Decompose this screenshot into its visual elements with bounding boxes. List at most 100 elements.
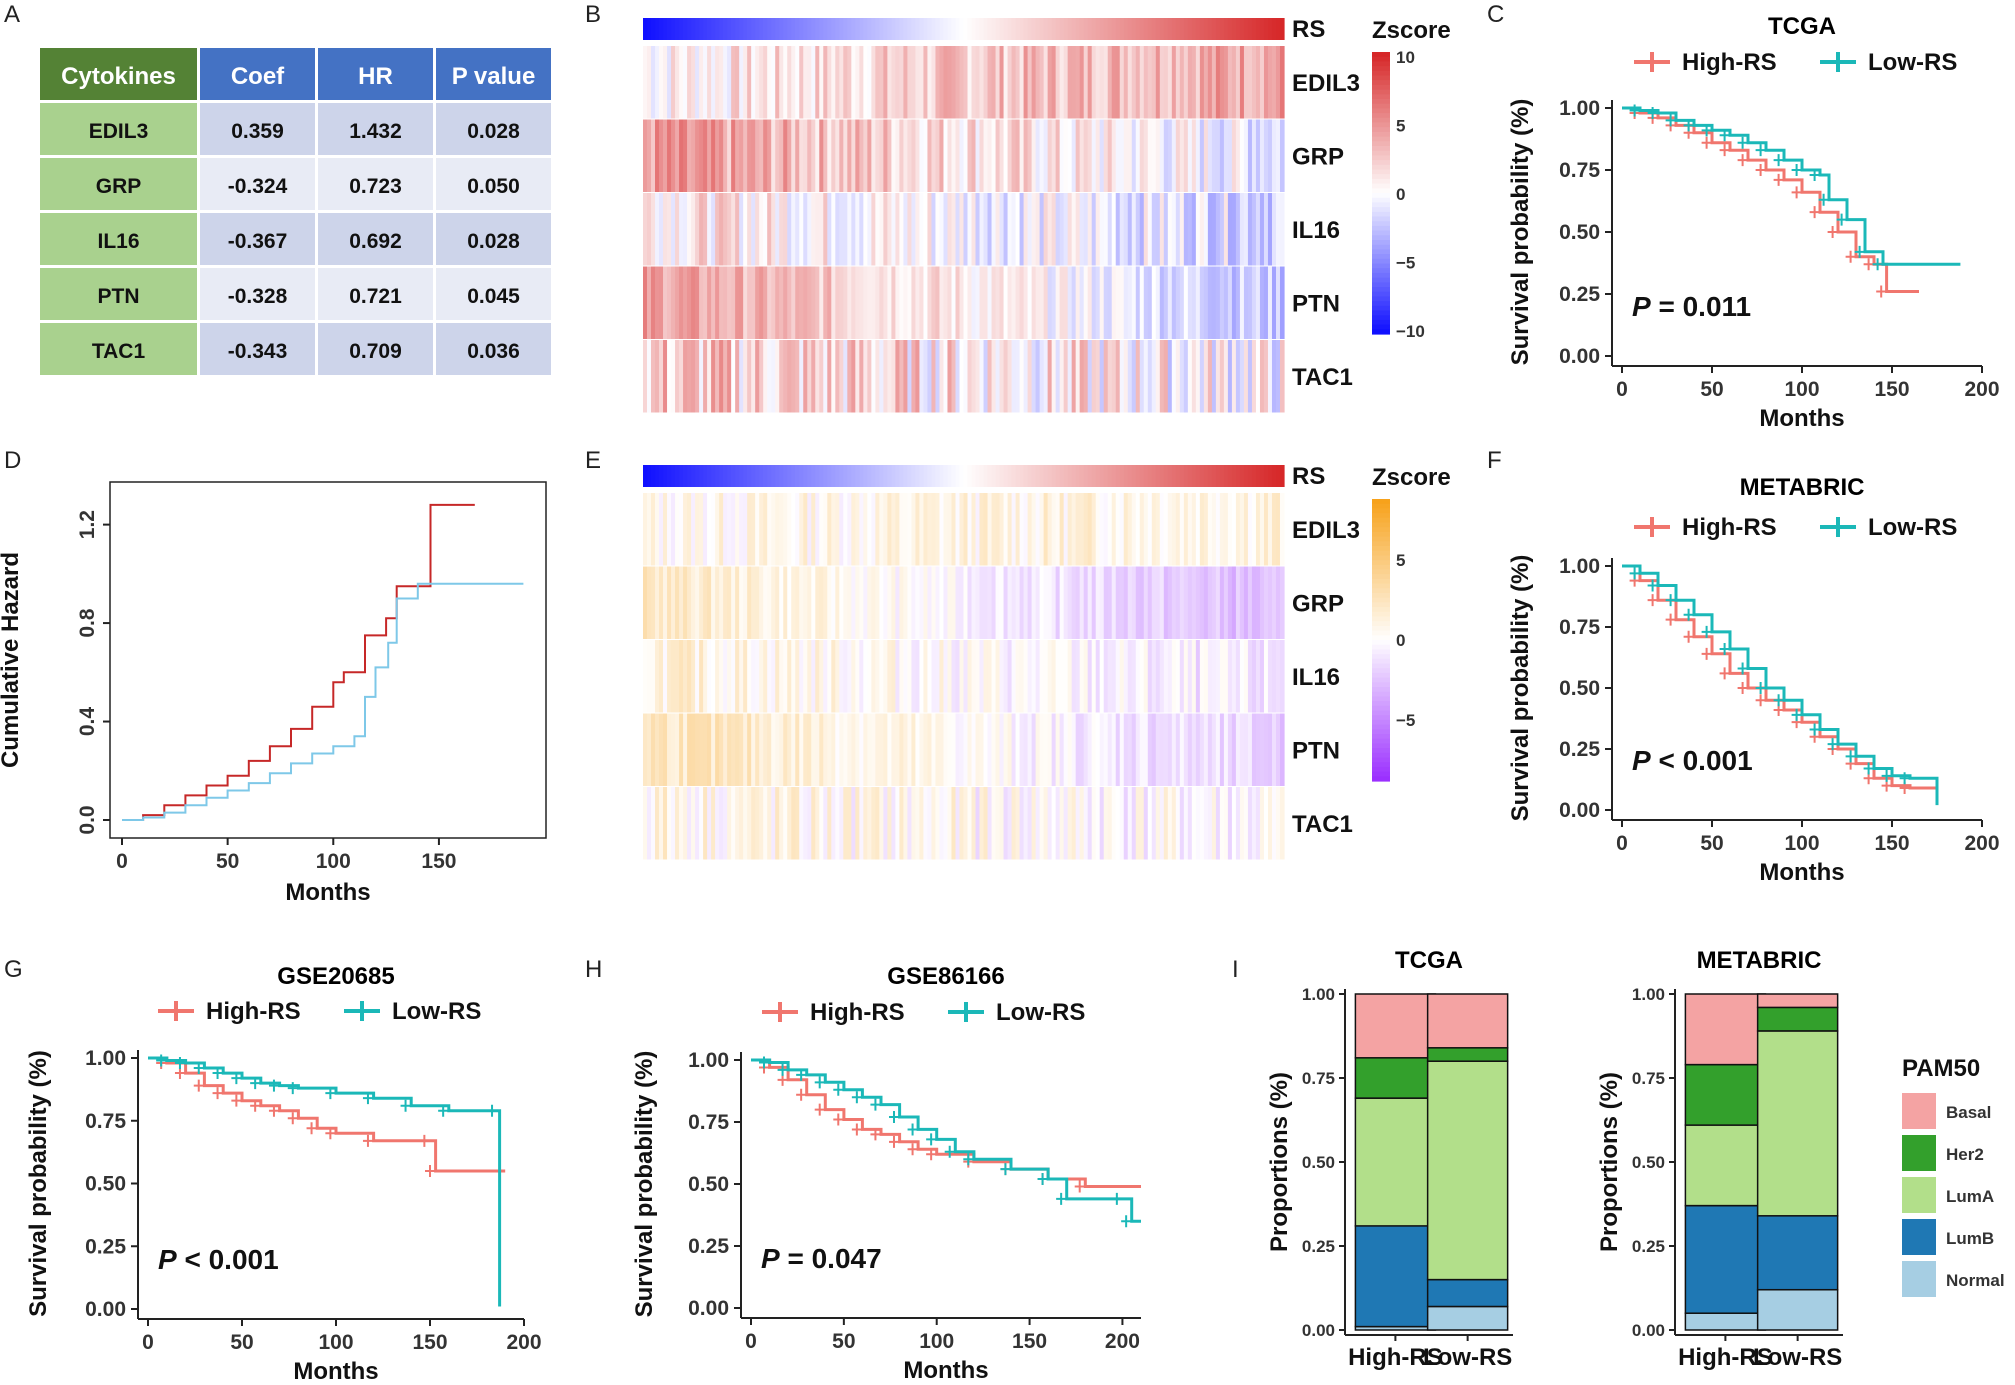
heatmap-cell xyxy=(859,566,864,639)
heatmap-cell xyxy=(967,640,973,713)
heatmap-cell xyxy=(1203,119,1209,192)
heatmap-cell xyxy=(991,266,997,339)
heatmap-cell xyxy=(847,340,852,413)
heatmap-cell xyxy=(883,340,888,413)
heatmap-cell xyxy=(711,340,716,413)
rs-gradient-cell xyxy=(679,18,684,40)
rs-gradient-cell xyxy=(919,18,925,40)
heatmap-cell xyxy=(1251,340,1257,413)
heatmap-cell xyxy=(1087,46,1093,119)
heatmap-cell xyxy=(847,119,852,192)
rs-gradient-cell xyxy=(899,18,905,40)
heatmap-cell xyxy=(1043,640,1049,713)
censor-mark xyxy=(926,1148,937,1161)
heatmap-cell xyxy=(819,713,824,786)
heatmap-cell xyxy=(751,340,756,413)
y-axis-label: Survival probability (%) xyxy=(631,1051,658,1318)
heatmap-cell xyxy=(1243,46,1249,119)
heatmap-cell xyxy=(1155,493,1161,566)
heatmap-cell xyxy=(715,119,720,192)
heatmap-cell xyxy=(999,266,1005,339)
heatmap-cell xyxy=(983,566,989,639)
table-cell-text: -0.367 xyxy=(228,230,288,253)
heatmap-cell xyxy=(899,566,905,639)
heatmap-cell xyxy=(867,787,872,860)
heatmap-cell xyxy=(719,566,724,639)
zscore-legend-cell xyxy=(1372,546,1390,552)
heatmap-cell xyxy=(803,119,808,192)
heatmap-cell xyxy=(1067,713,1073,786)
legend-label: Low-RS xyxy=(1868,514,1957,541)
heatmap-cell xyxy=(1135,493,1141,566)
heatmap-cell xyxy=(735,566,740,639)
heatmap-cell xyxy=(863,640,868,713)
heatmap-cell xyxy=(823,493,828,566)
heatmap-cell xyxy=(1087,340,1093,413)
heatmap-cell xyxy=(1231,566,1237,639)
heatmap-cell xyxy=(907,193,913,266)
heatmap-cell xyxy=(775,119,780,192)
heatmap-cell xyxy=(1223,787,1229,860)
rs-gradient-cell xyxy=(1235,465,1241,487)
rs-gradient-cell xyxy=(1267,18,1273,40)
heatmap-cell xyxy=(1115,713,1121,786)
table-cell-text: 0.028 xyxy=(467,120,520,143)
heatmap-cell xyxy=(799,640,804,713)
heatmap-cell xyxy=(727,787,732,860)
heatmap-cell xyxy=(691,119,696,192)
heatmap-cell xyxy=(755,787,760,860)
rs-gradient-cell xyxy=(747,465,752,487)
rs-gradient-cell xyxy=(887,18,892,40)
heatmap-cell xyxy=(1055,787,1061,860)
heatmap-cell xyxy=(1019,640,1025,713)
bar-segment-her2 xyxy=(1684,1063,1767,1126)
heatmap-cell xyxy=(1107,493,1113,566)
zscore-legend-cell xyxy=(1372,499,1390,505)
heatmap-cell xyxy=(1011,713,1017,786)
y-tick-label: 1.00 xyxy=(85,1047,126,1070)
heatmap-cell xyxy=(1103,566,1109,639)
heatmap-cell xyxy=(771,640,776,713)
heatmap-cell xyxy=(819,119,824,192)
rs-gradient-cell xyxy=(859,465,864,487)
zscore-legend-cell xyxy=(1372,607,1390,613)
heatmap-cell xyxy=(911,340,917,413)
rs-gradient-cell xyxy=(959,465,965,487)
table-cell xyxy=(40,323,197,375)
heatmap-cell xyxy=(1083,119,1089,192)
heatmap-cell xyxy=(1071,787,1077,860)
bar-segment-normal xyxy=(1684,1312,1767,1331)
heatmap-cell xyxy=(995,493,1001,566)
panel-label-d: D xyxy=(4,447,21,474)
heatmap-cell xyxy=(979,640,985,713)
heatmap-cell xyxy=(803,266,808,339)
heatmap-cell xyxy=(911,46,917,119)
heatmap-cell xyxy=(831,46,836,119)
heatmap-cell xyxy=(675,266,680,339)
zscore-legend-title: Zscore xyxy=(1372,17,1451,44)
heatmap-cell xyxy=(955,266,961,339)
heatmap-cell xyxy=(1135,119,1141,192)
heatmap-cell xyxy=(847,493,852,566)
heatmap-cell xyxy=(775,566,780,639)
heatmap-cell xyxy=(719,266,724,339)
heatmap-cell xyxy=(1119,340,1125,413)
heatmap-cell xyxy=(795,566,800,639)
y-tick-label: 0.75 xyxy=(85,1110,126,1133)
x-tick-label: 200 xyxy=(1105,1330,1140,1353)
heatmap-cell xyxy=(903,566,909,639)
series-line-low-rs xyxy=(148,1056,502,1307)
heatmap-cell xyxy=(1211,46,1217,119)
rs-gradient-cell xyxy=(1007,465,1013,487)
panel-label-g: G xyxy=(4,956,23,983)
censor-mark xyxy=(1755,164,1766,176)
rs-gradient-cell xyxy=(987,465,993,487)
heatmap-cell xyxy=(1039,266,1045,339)
rs-gradient-cell xyxy=(707,465,712,487)
y-tick-label: 0.50 xyxy=(688,1173,729,1196)
heatmap-cell xyxy=(771,713,776,786)
heatmap-cell xyxy=(1167,266,1173,339)
rs-gradient-cell xyxy=(751,18,756,40)
heatmap-cell xyxy=(715,640,720,713)
